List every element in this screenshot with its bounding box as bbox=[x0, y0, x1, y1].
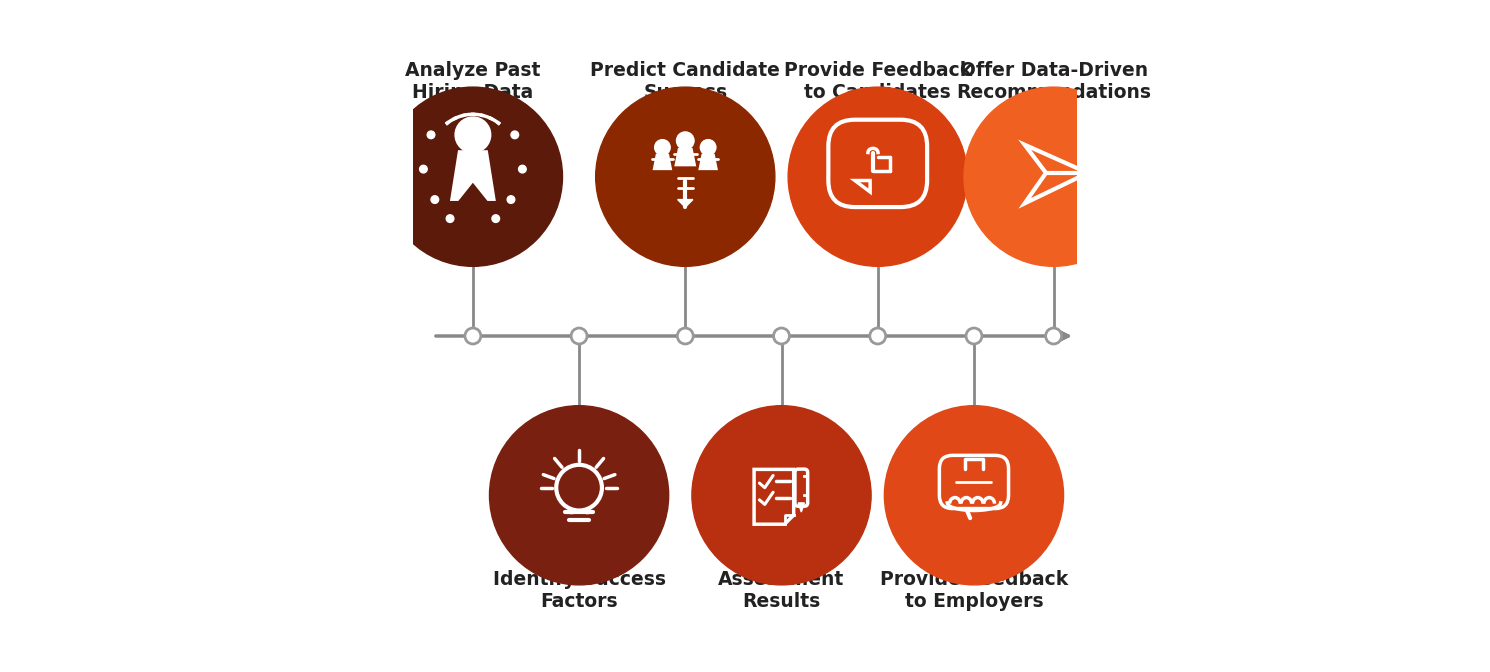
Circle shape bbox=[788, 87, 967, 266]
Circle shape bbox=[490, 406, 669, 585]
Text: Analyze Past
Hiring Data: Analyze Past Hiring Data bbox=[405, 60, 541, 101]
Circle shape bbox=[700, 140, 715, 155]
Circle shape bbox=[676, 132, 694, 149]
Text: Identify Success
Factors: Identify Success Factors bbox=[493, 571, 666, 612]
Polygon shape bbox=[799, 503, 805, 512]
Circle shape bbox=[966, 328, 982, 344]
Circle shape bbox=[1046, 328, 1061, 344]
Polygon shape bbox=[451, 152, 495, 200]
Circle shape bbox=[456, 118, 490, 152]
Circle shape bbox=[773, 328, 790, 344]
Circle shape bbox=[885, 406, 1064, 585]
Circle shape bbox=[519, 165, 526, 173]
Polygon shape bbox=[699, 155, 717, 169]
Circle shape bbox=[383, 87, 563, 266]
Circle shape bbox=[870, 328, 885, 344]
Text: Predict Candidate
Success: Predict Candidate Success bbox=[590, 60, 781, 101]
Text: Compile
Assessment
Results: Compile Assessment Results bbox=[718, 548, 845, 612]
Circle shape bbox=[964, 87, 1143, 266]
Circle shape bbox=[465, 328, 481, 344]
Circle shape bbox=[691, 406, 872, 585]
Circle shape bbox=[511, 131, 519, 138]
Circle shape bbox=[420, 165, 428, 173]
Circle shape bbox=[596, 87, 775, 266]
Circle shape bbox=[492, 215, 499, 222]
Text: Offer Data-Driven
Recommendations: Offer Data-Driven Recommendations bbox=[957, 60, 1152, 101]
Polygon shape bbox=[675, 149, 694, 165]
Circle shape bbox=[571, 328, 587, 344]
Circle shape bbox=[431, 196, 438, 204]
Text: Provide Feedback
to Candidates: Provide Feedback to Candidates bbox=[784, 60, 971, 101]
Polygon shape bbox=[654, 155, 670, 169]
Circle shape bbox=[428, 131, 435, 138]
Circle shape bbox=[656, 140, 670, 155]
Circle shape bbox=[446, 215, 454, 222]
Text: Provide Feedback
to Employers: Provide Feedback to Employers bbox=[879, 571, 1068, 612]
Circle shape bbox=[507, 196, 514, 204]
Polygon shape bbox=[678, 200, 693, 207]
Circle shape bbox=[678, 328, 693, 344]
